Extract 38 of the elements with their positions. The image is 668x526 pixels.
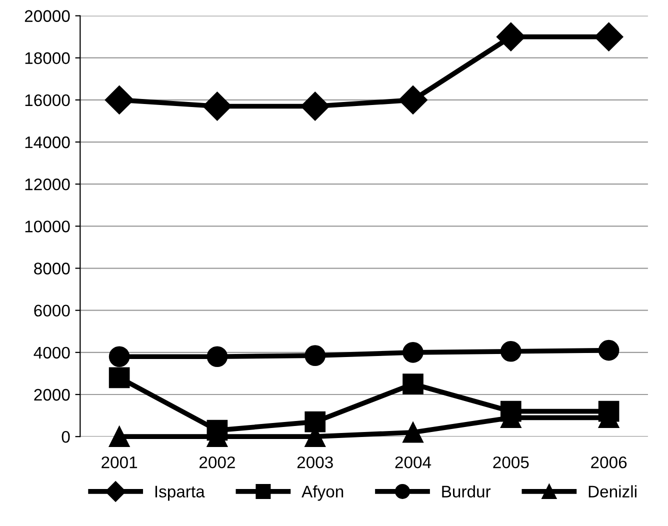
point: [300, 92, 330, 121]
point: [202, 92, 232, 121]
point: [108, 367, 130, 388]
point: [496, 22, 526, 52]
y-tick-label: 20000: [24, 10, 70, 22]
x-tick-label: 2003: [297, 456, 333, 468]
point: [402, 422, 424, 443]
point: [206, 346, 228, 368]
legend-label: Burdur: [442, 485, 491, 498]
x-tick-label: 2001: [102, 456, 138, 468]
point: [108, 426, 130, 447]
y-tick-label: 10000: [25, 220, 70, 232]
point: [304, 345, 326, 366]
y-tick-label: 16000: [25, 94, 70, 106]
point: [500, 340, 522, 362]
legend-label: Afyon: [302, 485, 344, 501]
y-tick-label: 6000: [34, 304, 70, 317]
x-tick-label: 2006: [591, 456, 627, 468]
legend-label: Isparta: [155, 486, 205, 501]
point: [104, 85, 134, 114]
x-tick-label: 2005: [493, 456, 529, 468]
point: [402, 342, 424, 363]
y-tick-label: 14000: [25, 136, 70, 148]
point: [402, 374, 424, 394]
y-tick-label: 8000: [34, 262, 70, 274]
point: [594, 22, 624, 52]
point: [598, 340, 620, 361]
legend-label: Denizli: [588, 485, 636, 498]
x-tick-label: 2002: [200, 456, 235, 468]
point: [304, 411, 326, 432]
point: [398, 85, 428, 114]
y-tick-label: 2000: [34, 388, 70, 401]
point: [108, 346, 130, 368]
x-tick-label: 2004: [395, 456, 432, 468]
y-tick-label: 18000: [25, 52, 70, 64]
y-tick-label: 0: [62, 430, 70, 443]
y-tick-label: 12000: [25, 178, 70, 190]
y-tick-label: 4000: [34, 346, 70, 359]
